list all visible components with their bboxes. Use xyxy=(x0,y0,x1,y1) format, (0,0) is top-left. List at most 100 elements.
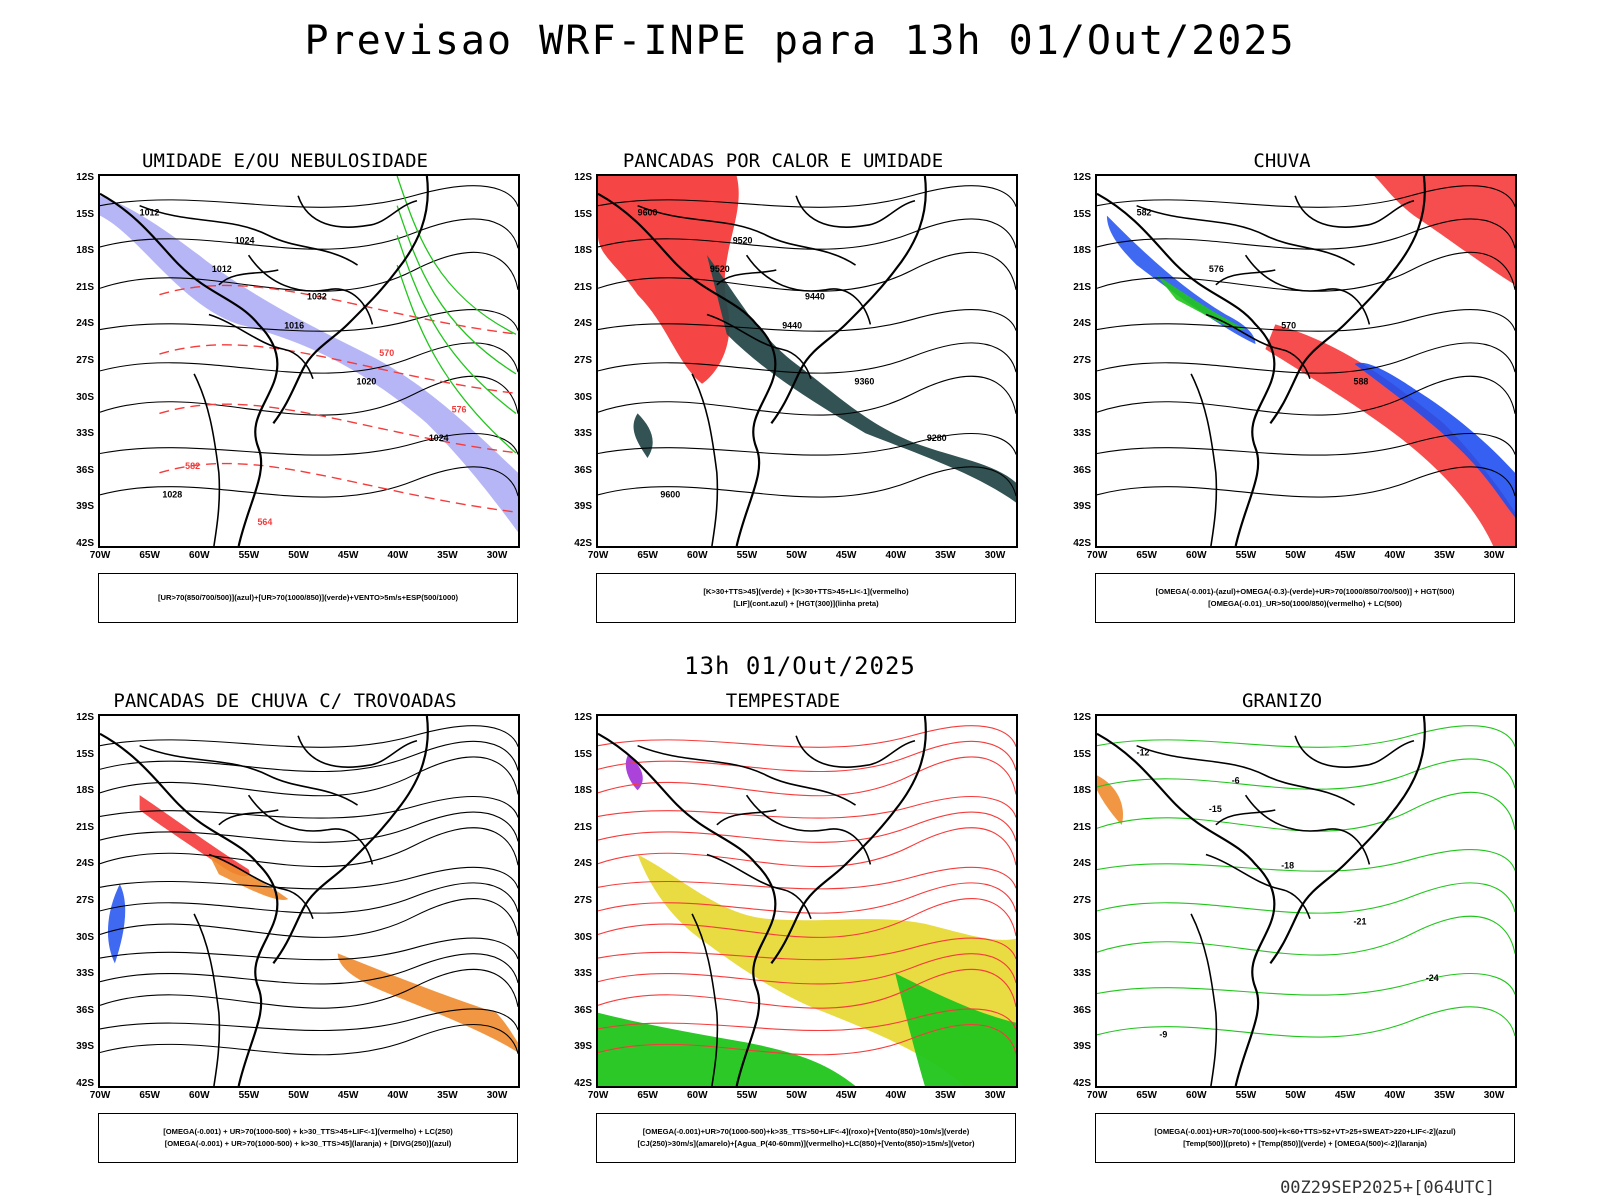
isoline xyxy=(100,342,518,374)
state-border xyxy=(218,809,279,826)
streamline xyxy=(100,796,518,819)
forecast-time-label: 13h 01/Out/2025 xyxy=(684,652,916,680)
streamline xyxy=(100,756,518,797)
coastline xyxy=(272,176,429,424)
thickness-isoline xyxy=(159,462,518,514)
latitude-label: 39S xyxy=(1073,501,1091,513)
state-border xyxy=(208,313,314,380)
streamline xyxy=(1097,915,1515,956)
isoline xyxy=(598,342,1016,374)
latitude-label: 21S xyxy=(574,281,592,293)
longitude-label: 45W xyxy=(835,550,857,561)
state-border xyxy=(247,254,374,325)
state-border xyxy=(1136,204,1355,266)
state-border xyxy=(208,853,314,920)
legend-line: [Temp(500)](preto) + [Temp(850)](verde) … xyxy=(1183,1139,1427,1148)
coastline xyxy=(1269,176,1426,424)
latitude-label: 27S xyxy=(574,355,592,366)
longitude-label: 30W xyxy=(984,1090,1006,1101)
longitude-label: 60W xyxy=(1185,1090,1207,1101)
latitude-label: 15S xyxy=(1073,748,1091,760)
latitude-label: 12S xyxy=(76,172,94,183)
latitude-label: 27S xyxy=(76,895,94,906)
contour-value-label: 1012 xyxy=(140,208,160,218)
latitude-label: 42S xyxy=(574,538,592,549)
map-canvas: 1012 1012 1016 1020 1024 1028 1024 1032 570 576 58… xyxy=(100,176,518,546)
contour-value-label: 564 xyxy=(257,517,272,527)
map-panel-pancadas-trovoadas: PANCADAS DE CHUVA C/ TROVOADAS 12S 15S 18S 2… xyxy=(50,690,520,1170)
contour-value-label: 9360 xyxy=(855,377,875,387)
latitude-label: 12S xyxy=(1073,172,1091,183)
streamline xyxy=(598,811,1016,843)
isoline xyxy=(1097,309,1515,332)
latitude-label: 24S xyxy=(1073,858,1091,870)
streamline xyxy=(1097,973,1515,996)
state-border xyxy=(247,794,374,865)
field-shading xyxy=(139,795,250,877)
latitude-label: 27S xyxy=(76,355,94,366)
map-panel-chuva: CHUVA 12S 15S 18S 21S 24S 27S 30S 33S 36S 39S 42S 70… xyxy=(1047,150,1517,630)
map-plot-area: 582 576 570 588 xyxy=(1095,174,1517,548)
isoline xyxy=(1097,375,1515,416)
field-shading xyxy=(107,884,126,964)
longitude-label: 70W xyxy=(587,1090,609,1101)
longitude-label: 55W xyxy=(736,1090,758,1101)
contour-value-label: 9600 xyxy=(638,208,658,218)
state-border xyxy=(1190,373,1218,546)
isoline xyxy=(598,185,1016,208)
longitude-label: 60W xyxy=(1185,550,1207,561)
longitude-label: 70W xyxy=(1086,1090,1108,1101)
streamline xyxy=(598,725,1016,748)
state-border xyxy=(1294,735,1415,768)
map-plot-area: 1012 1012 1016 1020 1024 1028 1024 1032 570 576 58… xyxy=(98,174,520,548)
map-panel-umidade-nebulosidade: UMIDADE E/OU NEBULOSIDADE 12S 15S 18S 21S 24S… xyxy=(50,150,520,630)
latitude-label: 12S xyxy=(1073,712,1091,723)
contour-value-label: -21 xyxy=(1354,917,1367,927)
panel-legend: [OMEGA(-0.001)+UR>70(1000-500)+k>35_TTS>… xyxy=(596,1113,1016,1163)
longitude-label: 55W xyxy=(1235,550,1257,561)
latitude-label: 12S xyxy=(76,712,94,723)
state-border xyxy=(1215,809,1276,826)
contour-value-label: 576 xyxy=(1209,264,1224,274)
latitude-label: 39S xyxy=(574,1041,592,1053)
longitude-label: 40W xyxy=(885,550,907,561)
state-border xyxy=(139,204,358,266)
latitude-label: 12S xyxy=(574,712,592,723)
streamline xyxy=(598,756,1016,797)
longitude-label: 60W xyxy=(686,550,708,561)
isoline xyxy=(100,185,518,208)
latitude-label: 30S xyxy=(76,931,94,943)
longitude-label: 50W xyxy=(786,1090,807,1101)
contour-value-label: 9440 xyxy=(782,320,802,330)
latitude-label: 24S xyxy=(76,318,94,330)
contour-value-label: 570 xyxy=(1281,320,1296,330)
latitude-label: 30S xyxy=(574,391,592,403)
legend-line: [OMEGA(-0.001) + UR>70(1000-500) + k>30_… xyxy=(163,1127,453,1136)
latitude-label: 36S xyxy=(1073,1004,1091,1016)
latitude-label: 42S xyxy=(76,538,94,549)
legend-line: [OMEGA(-0.001)+UR>70(1000-500)+k>35_TTS>… xyxy=(642,1127,970,1136)
contour-value-label: 582 xyxy=(1137,208,1152,218)
longitude-label: 45W xyxy=(835,1090,857,1101)
latitude-label: 42S xyxy=(1073,1078,1091,1089)
streamline xyxy=(100,827,518,868)
state-border xyxy=(716,809,777,826)
panel-legend: [OMEGA(-0.001)-(azul)+OMEGA(-0.3)-(verde… xyxy=(1095,573,1515,623)
field-shading xyxy=(1265,324,1515,546)
streamline xyxy=(100,882,518,914)
longitude-label: 35W xyxy=(935,1090,956,1101)
state-border xyxy=(1190,913,1218,1086)
longitude-label: 55W xyxy=(1235,1090,1257,1101)
isoline xyxy=(598,433,1016,456)
latitude-label: 36S xyxy=(574,1004,592,1016)
latitude-label: 39S xyxy=(574,501,592,513)
coastline xyxy=(272,716,429,964)
longitude-label: 65W xyxy=(1136,550,1157,561)
state-border xyxy=(193,373,221,546)
latitude-label: 39S xyxy=(1073,1041,1091,1053)
field-shading xyxy=(625,755,643,791)
isoline xyxy=(100,375,518,416)
latitude-label: 21S xyxy=(574,821,592,833)
streamline xyxy=(100,937,518,961)
longitude-label: 45W xyxy=(337,550,359,561)
